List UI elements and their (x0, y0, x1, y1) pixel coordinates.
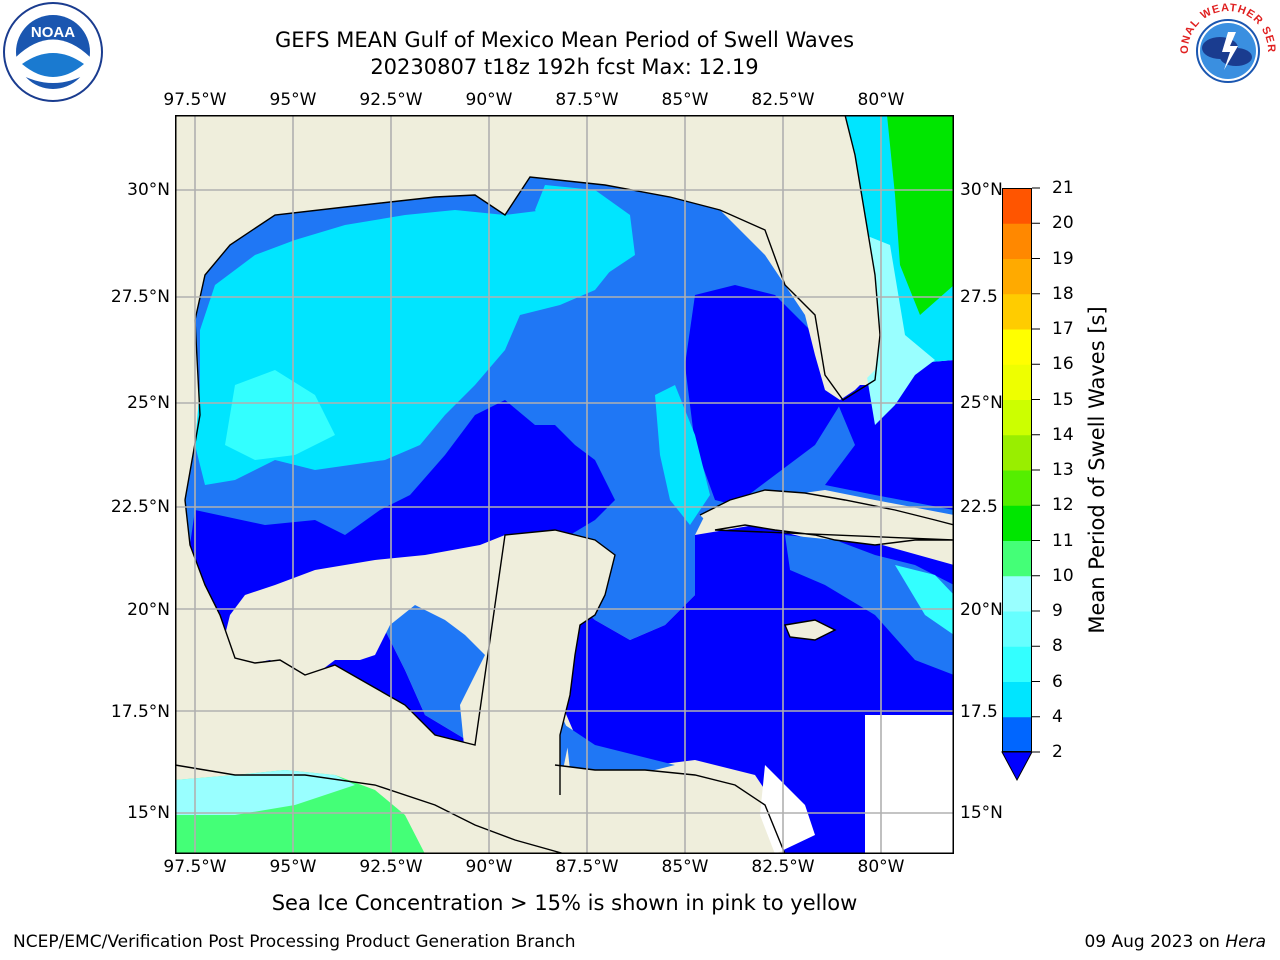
noaa-logo: NOAA (2, 2, 104, 102)
lon-label-bottom: 85°W (661, 857, 709, 877)
map-frame (175, 115, 954, 854)
colorbar-tick-label: 13 (1052, 460, 1074, 480)
footer-date: 09 Aug 2023 on Hera (1084, 932, 1266, 952)
title-line-1: GEFS MEAN Gulf of Mexico Mean Period of … (274, 28, 855, 52)
lat-label-right: 30°N (960, 180, 1003, 200)
colorbar-tick-label: 2 (1052, 742, 1063, 762)
colorbar-tick-label: 10 (1052, 565, 1074, 586)
lon-label-top: 92.5°W (359, 90, 423, 110)
footer-credit: NCEP/EMC/Verification Post Processing Pr… (13, 932, 576, 952)
colorbar-band (1002, 364, 1032, 400)
honduras-land (555, 765, 785, 854)
colorbar-tick-label: 18 (1052, 283, 1074, 304)
swell-period-map (175, 115, 954, 854)
lon-label-bottom: 92.5°W (359, 857, 423, 877)
colorbar-band (1002, 611, 1032, 647)
nws-logo: NATIONAL WEATHER SERVICE (1174, 0, 1278, 100)
caribbean-east-cyan (895, 565, 954, 635)
lat-label-left: 30°N (127, 180, 170, 200)
footer-date-text: 09 Aug 2023 on (1084, 932, 1226, 952)
colorbar-band (1002, 470, 1032, 506)
lat-label-right: 17.5 (960, 702, 998, 722)
lat-label-left: 15°N (127, 803, 170, 823)
colorbar-band (1002, 681, 1032, 718)
colorbar-band (1002, 223, 1032, 259)
colorbar-tick-label: 6 (1052, 671, 1063, 692)
colorbar-band (1002, 575, 1032, 612)
lon-label-bottom: 87.5°W (555, 857, 619, 877)
colorbar-tick-label: 17 (1052, 319, 1074, 339)
colorbar-tick-label: 9 (1052, 601, 1063, 621)
colorbar (1001, 187, 1040, 782)
colorbar-tick-label: 21 (1052, 178, 1074, 198)
lon-label-top: 97.5°W (163, 90, 227, 110)
colorbar-label: Mean Period of Swell Waves [s] (1085, 306, 1109, 634)
lat-label-right: 22.5 (960, 497, 998, 517)
lon-label-bottom: 97.5°W (163, 857, 227, 877)
colorbar-band (1002, 716, 1032, 753)
colorbar-tick-label: 19 (1052, 248, 1074, 269)
lat-label-left: 27.5°N (110, 287, 170, 307)
jamaica-land (785, 620, 835, 640)
caribbean-water (560, 525, 954, 854)
cuba-land (700, 490, 954, 545)
lat-label-right: 20°N (960, 600, 1003, 620)
colorbar-tick-label: 16 (1052, 354, 1074, 375)
lat-label-right: 15°N (960, 803, 1003, 823)
colorbar-tick-label: 15 (1052, 389, 1074, 410)
missing-data-2 (760, 765, 815, 854)
colorbar-band (1002, 399, 1032, 436)
colorbar-tick-label: 20 (1052, 213, 1074, 234)
lat-label-left: 22.5°N (110, 497, 170, 517)
gulf-mid-cyan (225, 370, 335, 460)
florida-land (715, 115, 880, 400)
colorbar-band (1002, 188, 1032, 224)
lat-label-left: 20°N (127, 600, 170, 620)
colorbar-band (1002, 329, 1032, 365)
atlantic-green (887, 115, 954, 315)
gulf-east-deep (685, 285, 843, 505)
colorbar-tick-label: 12 (1052, 495, 1074, 516)
colorbar-tick-label: 8 (1052, 636, 1063, 657)
atlantic-water (825, 360, 954, 510)
missing-data-1 (865, 715, 954, 854)
lon-label-top: 87.5°W (555, 90, 619, 110)
lon-label-bottom: 80°W (857, 857, 905, 877)
lon-label-top: 80°W (857, 90, 905, 110)
pacific-cyan (175, 770, 355, 815)
atlantic-light (865, 235, 935, 425)
colorbar-band (1002, 293, 1032, 330)
colorbar-extend (1001, 751, 1033, 782)
colorbar-band (1002, 434, 1032, 471)
lat-label-right: 25°N (960, 393, 1003, 413)
colorbar-band (1002, 646, 1032, 682)
lat-label-right: 27.5 (960, 287, 998, 307)
lat-label-left: 25°N (127, 393, 170, 413)
title-line-2: 20230807 t18z 192h fcst Max: 12.19 (370, 55, 759, 79)
lon-label-top: 90°W (465, 90, 513, 110)
colorbar-frame (1002, 188, 1032, 752)
lat-label-left: 17.5°N (110, 702, 170, 722)
colorbar-tick-label: 14 (1052, 424, 1074, 445)
colorbar-band (1002, 540, 1032, 577)
colorbar-tick-label: 11 (1052, 530, 1074, 551)
yucatan-channel-cyan (655, 385, 710, 525)
lon-label-top: 85°W (661, 90, 709, 110)
colorbar-band (1002, 505, 1032, 541)
lon-label-bottom: 90°W (465, 857, 513, 877)
coastlines (175, 115, 954, 854)
lon-label-top: 95°W (269, 90, 317, 110)
caribbean-south-blue (565, 725, 675, 775)
lon-label-top: 82.5°W (751, 90, 815, 110)
gridlines (175, 115, 954, 854)
gulf-north-cyan (535, 185, 635, 275)
lon-label-bottom: 82.5°W (751, 857, 815, 877)
colorbar-band (1002, 258, 1032, 295)
lon-label-bottom: 95°W (269, 857, 317, 877)
yucatan-land (225, 530, 615, 815)
noaa-logo-text: NOAA (31, 24, 75, 41)
colorbar-tick-label: 4 (1052, 706, 1063, 727)
sea-ice-note: Sea Ice Concentration > 15% is shown in … (271, 891, 858, 915)
footer-host: Hera (1225, 932, 1266, 952)
